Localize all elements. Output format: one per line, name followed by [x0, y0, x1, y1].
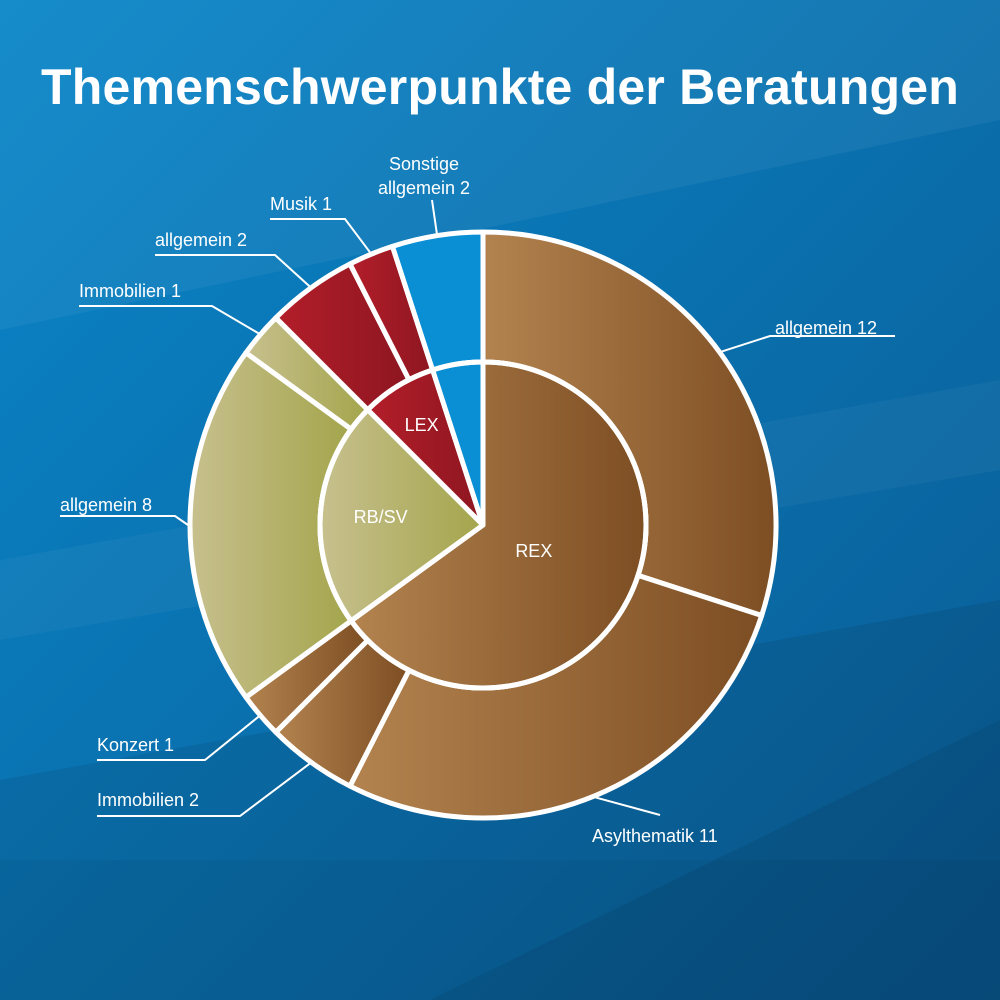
inner-label-rex: REX	[515, 541, 552, 561]
outer-label-konzert-1: Konzert 1	[97, 735, 174, 755]
leader-line-musik-1	[270, 218, 371, 254]
outer-label-allgemein-2: allgemein 2	[155, 230, 247, 250]
leader-line-allgemein-2	[155, 254, 311, 288]
outer-label-sonstige-allgemein-2-line-1: Sonstige	[389, 154, 459, 174]
ring-separator	[317, 359, 649, 691]
leader-line-allgemein-12	[721, 335, 895, 353]
leader-line-sonstige-allgemein-2	[431, 199, 438, 234]
outer-label-musik-1: Musik 1	[270, 194, 332, 214]
inner-ring	[317, 359, 649, 691]
leader-line-immobilien-2	[97, 762, 311, 817]
outer-label-asylthematik-11: Asylthematik 11	[592, 826, 718, 846]
outer-label-sonstige-allgemein-2-line-2: allgemein 2	[378, 178, 470, 198]
outer-label-allgemein-8: allgemein 8	[60, 495, 152, 515]
chart-title: Themenschwerpunkte der Beratungen	[41, 59, 959, 115]
leader-line-immobilien-1	[79, 305, 260, 335]
outer-ring	[187, 229, 779, 821]
outer-label-immobilien-1: Immobilien 1	[79, 281, 181, 301]
outer-label-immobilien-2: Immobilien 2	[97, 790, 199, 810]
inner-label-rb-sv: RB/SV	[354, 507, 408, 527]
leader-line-allgemein-8	[60, 515, 189, 526]
leader-line-asylthematik-11	[595, 796, 661, 816]
segment-labels: REX RB/SV LEX allgemein 12 Asylthematik 11 Im…	[60, 154, 877, 846]
leader-lines	[60, 199, 895, 817]
inner-label-lex: LEX	[405, 415, 439, 435]
leader-line-konzert-1	[97, 715, 260, 761]
outer-label-allgemein-12: allgemein 12	[775, 318, 877, 338]
